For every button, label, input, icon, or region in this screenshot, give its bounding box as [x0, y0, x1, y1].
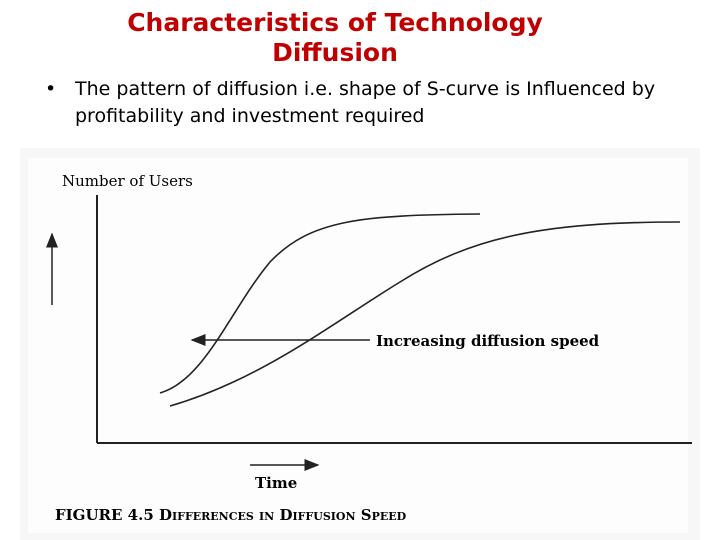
figure-scan	[20, 148, 700, 540]
slide-title: Characteristics of Technology Diffusion	[60, 8, 610, 68]
slow-curve	[169, 221, 681, 407]
figure-paper	[28, 158, 688, 533]
figure-caption: FIGURE 4.5 Differences in Diffusion Spee…	[55, 506, 407, 524]
fast-curve	[159, 213, 481, 394]
title-line: Characteristics of Technology	[127, 8, 543, 37]
annotation: Increasing diffusion speed	[376, 332, 600, 350]
bullet-list: The pattern of diffusion i.e. shape of S…	[45, 76, 675, 130]
y-axis-label: Number of Users	[62, 172, 193, 190]
bullet: The pattern of diffusion i.e. shape of S…	[45, 76, 675, 130]
title-line: Diffusion	[272, 38, 398, 67]
x-axis-label: Time	[255, 474, 297, 492]
